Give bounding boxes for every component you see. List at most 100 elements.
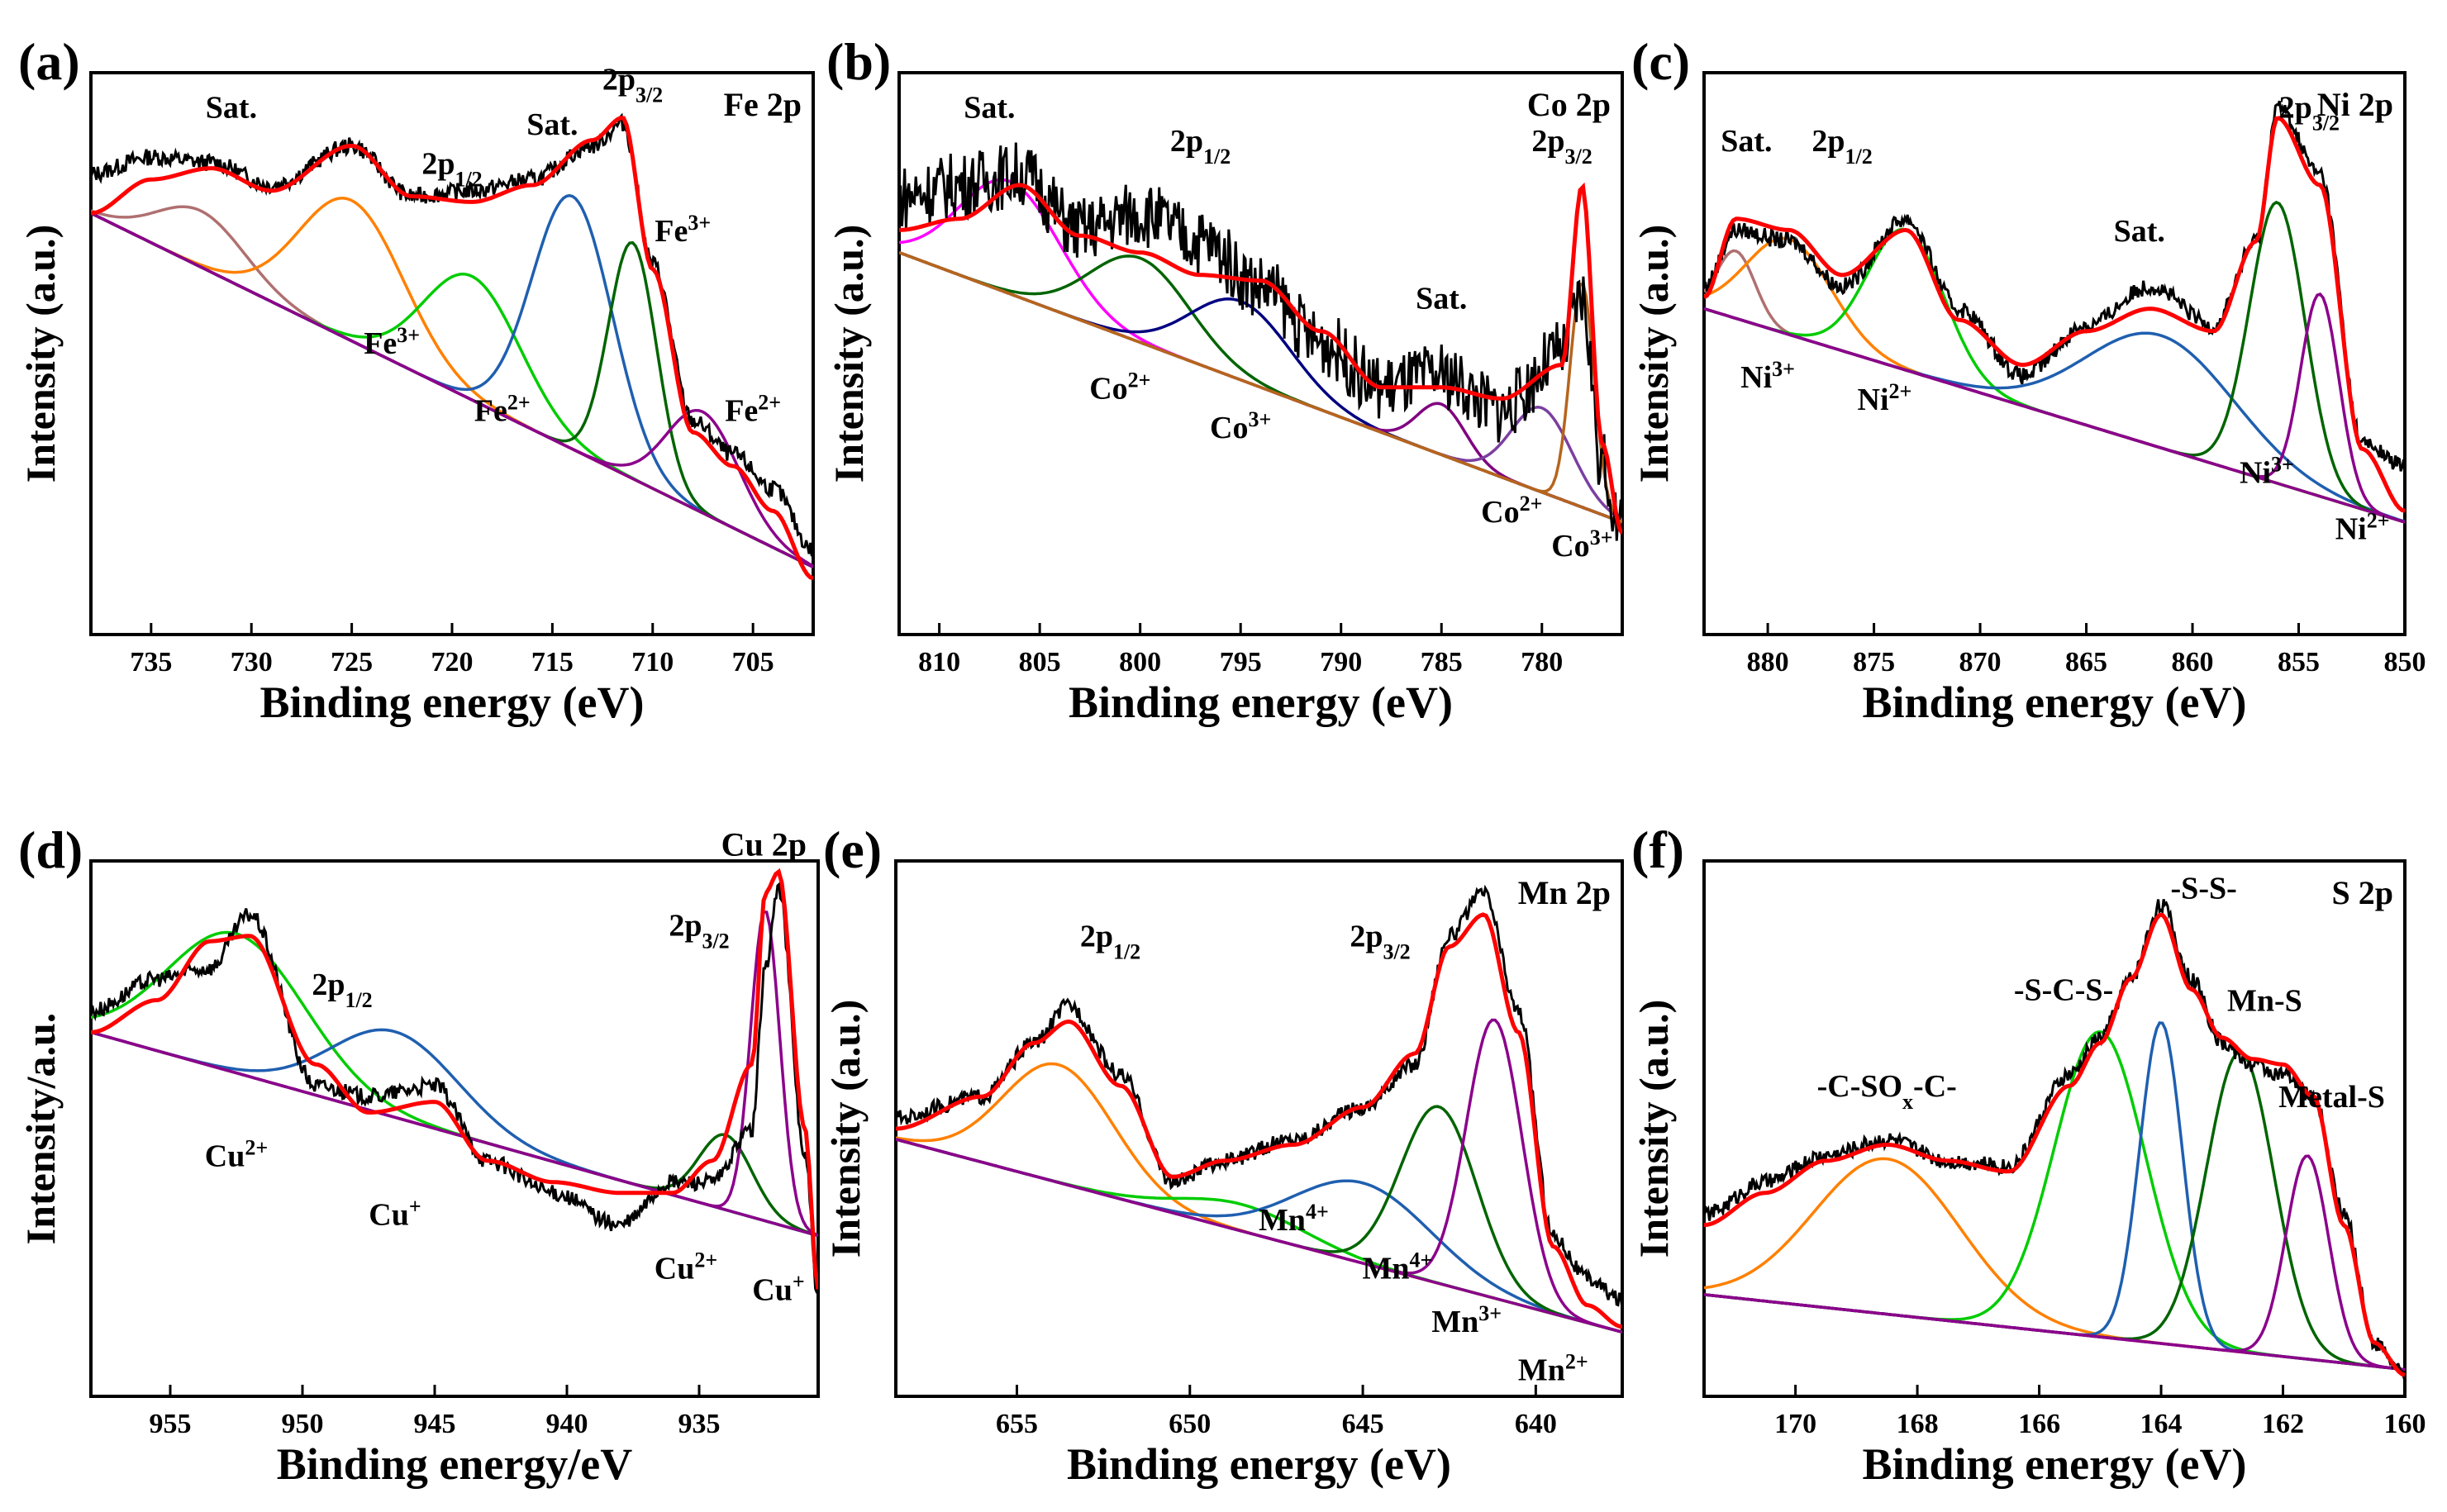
x-tick-label: 870	[1959, 647, 2002, 678]
panel-label: (c)	[1631, 32, 1690, 91]
y-axis-label: Intensity (a.u.)	[822, 1000, 869, 1258]
plot-area	[91, 868, 818, 1294]
peak-annotation: Cu 2p	[721, 826, 807, 863]
background-line	[899, 250, 1622, 524]
panel-label: (a)	[18, 32, 80, 91]
background-line	[1704, 307, 2405, 524]
peak-annotation: Cu+	[752, 1269, 804, 1308]
peak-annotation: Mn4+	[1363, 1248, 1433, 1286]
y-axis-label: Intensity/a.u.	[17, 1013, 64, 1245]
x-tick-label: 955	[150, 1409, 192, 1439]
peak-annotation: 2p1/2	[1080, 920, 1140, 964]
peak-annotation: Ni3+	[1740, 356, 1795, 395]
x-axis-label: Binding energy (eV)	[260, 678, 645, 727]
peak-annotation: Sat.	[1416, 282, 1467, 316]
y-axis-label: Intensity (a.u.)	[17, 225, 64, 483]
peak-annotation: Sat.	[526, 107, 578, 142]
peak-annotation: Co3+	[1551, 525, 1612, 563]
peak-annotation: Metal-S	[2278, 1080, 2385, 1115]
peak-annotation: Fe3+	[655, 211, 711, 250]
x-tick-label: 735	[130, 647, 172, 678]
raw-data-line	[91, 882, 818, 1294]
panel-label: (d)	[18, 820, 83, 879]
raw-data-line	[91, 112, 813, 557]
x-tick-label: 805	[1019, 647, 1061, 678]
x-tick-label: 935	[678, 1409, 721, 1439]
component-peak-line	[1704, 1154, 2405, 1372]
fit-envelope-line	[91, 868, 818, 1290]
x-tick-label: 162	[2262, 1409, 2304, 1439]
component-peak-line	[91, 910, 818, 1237]
peak-annotation: Co2+	[1089, 368, 1150, 407]
peak-annotation: Fe2+	[725, 390, 781, 428]
peak-annotation: Cu2+	[205, 1135, 268, 1174]
plot-area	[91, 112, 813, 581]
peak-annotation: Ni2+	[2335, 508, 2390, 547]
plot-frame	[1702, 859, 2407, 1398]
peak-annotation: Mn2+	[1518, 1349, 1588, 1388]
peak-annotation: Sat.	[206, 90, 257, 125]
panel-label: (f)	[1631, 820, 1684, 879]
background-line	[91, 1030, 818, 1238]
x-tick-label: 945	[414, 1409, 456, 1439]
raw-data-line	[1704, 899, 2405, 1381]
x-tick-label: 166	[2018, 1409, 2060, 1439]
x-tick-label: 800	[1119, 647, 1161, 678]
fit-envelope-line	[91, 116, 813, 581]
chart-panel-b: 810 805 800 795 790 785 780 Binding energy (eV)…	[826, 32, 1624, 727]
fit-envelope-line	[1704, 912, 2405, 1377]
x-tick-label: 655	[996, 1409, 1038, 1439]
y-axis-label: Intensity (a.u.)	[1631, 1000, 1677, 1258]
plot-frame	[1702, 71, 2407, 636]
peak-annotation: Mn-S	[2227, 983, 2302, 1018]
component-peak-line	[896, 1062, 1622, 1334]
background-line	[896, 1138, 1622, 1334]
x-axis-label: Binding energy/eV	[277, 1439, 633, 1489]
peak-annotation: 2p3/2	[1350, 920, 1410, 964]
x-tick-label: 730	[231, 647, 273, 678]
x-axis-label: Binding energy (eV)	[1067, 1439, 1451, 1489]
peak-annotation: 2p1/2	[312, 968, 372, 1012]
x-tick-label: 645	[1342, 1409, 1384, 1439]
fit-envelope-line	[1704, 116, 2405, 513]
peak-annotation: Sat.	[964, 90, 1015, 125]
fit-envelope-line	[899, 182, 1622, 535]
x-tick-label: 865	[2065, 647, 2107, 678]
x-tick-label: 710	[631, 647, 674, 678]
chart-panel-f: 170 168 166 164 162 160 Binding energy (eV) Int…	[1631, 820, 2426, 1489]
x-tick-label: 810	[918, 647, 960, 678]
peak-annotation: Co3+	[1210, 407, 1271, 446]
plot-frame	[897, 71, 1624, 636]
peak-annotation: Cu+	[369, 1194, 421, 1233]
peak-annotation: Co2+	[1481, 492, 1542, 530]
panel-label: (b)	[826, 32, 891, 91]
x-axis-label: Binding energy (eV)	[1863, 1439, 2247, 1489]
x-tick-label: 720	[431, 647, 474, 678]
peak-annotation: Sat.	[2114, 214, 2165, 249]
component-peak-line	[1704, 200, 2405, 524]
x-tick-label: 164	[2140, 1409, 2183, 1439]
peak-annotation: 2p1/2	[1170, 124, 1231, 169]
peak-annotation: 2p3/2	[669, 909, 729, 953]
x-tick-label: 950	[282, 1409, 324, 1439]
peak-annotation: Fe3+	[364, 323, 420, 362]
peak-annotation: Cu2+	[655, 1248, 717, 1286]
element-label: Co 2p	[1527, 86, 1611, 123]
panel-label: (e)	[823, 820, 882, 879]
peak-annotation: Fe2+	[474, 390, 531, 428]
plot-area	[1704, 899, 2405, 1381]
x-tick-label: 940	[546, 1409, 588, 1439]
peak-annotation: Mn4+	[1259, 1200, 1329, 1239]
plot-area	[896, 884, 1622, 1334]
raw-data-line	[899, 142, 1622, 541]
x-tick-label: 785	[1421, 647, 1463, 678]
peak-annotation: 2p3/2	[2279, 90, 2340, 135]
plot-frame	[894, 859, 1624, 1398]
peak-annotation: 2p3/2	[602, 62, 663, 106]
x-axis-label: Binding energy (eV)	[1069, 678, 1453, 727]
x-tick-label: 715	[531, 647, 574, 678]
x-tick-label: 875	[1853, 647, 1895, 678]
x-tick-label: 160	[2384, 1409, 2426, 1439]
x-tick-label: 725	[331, 647, 373, 678]
x-tick-label: 168	[1897, 1409, 1939, 1439]
